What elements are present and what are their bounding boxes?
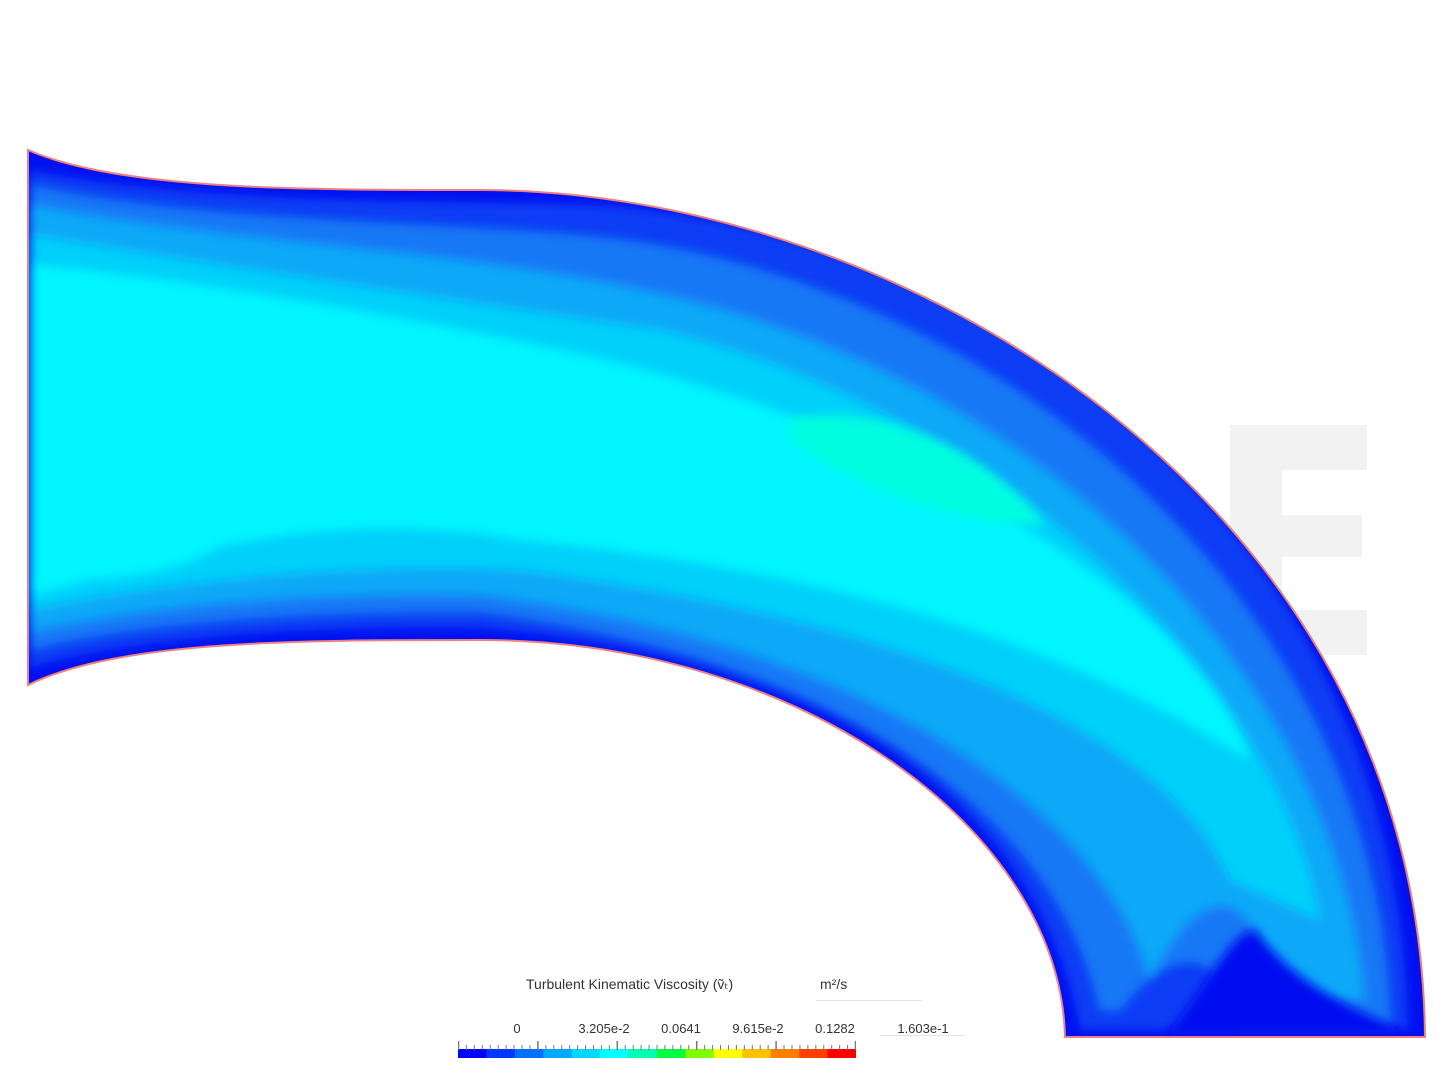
colorbar-segment: [486, 1049, 516, 1058]
colorbar-segment: [742, 1049, 772, 1058]
color-legend: Turbulent Kinematic Viscosity (ṽₜ) m²/s …: [440, 960, 1000, 1070]
colorbar-segment: [827, 1049, 856, 1058]
legend-tick-label: 0: [513, 1021, 521, 1036]
legend-tick-label: 0.1282: [815, 1021, 855, 1036]
duct-wall-outline: [27, 148, 1427, 1038]
legend-tick-label: 1.603e-1: [897, 1021, 949, 1036]
viscosity-contour-field: [28, 150, 1425, 1037]
colorbar-segment: [685, 1049, 715, 1058]
legend-units: m²/s: [820, 976, 848, 992]
colorbar-segment: [600, 1049, 630, 1058]
colorbar-segment: [713, 1049, 743, 1058]
legend-title: Turbulent Kinematic Viscosity (ṽₜ): [526, 976, 734, 992]
colorbar: [458, 1041, 856, 1058]
colorbar-segment: [770, 1049, 800, 1058]
colorbar-segment: [799, 1049, 829, 1058]
legend-tick-label: 9.615e-2: [732, 1021, 784, 1036]
legend-tick-label: 3.205e-2: [578, 1021, 630, 1036]
colorbar-segment: [543, 1049, 573, 1058]
colorbar-segment: [571, 1049, 601, 1058]
colorbar-segment: [514, 1049, 544, 1058]
colorbar-segment: [458, 1049, 487, 1058]
colorbar-segment: [657, 1049, 686, 1058]
legend-tick-label: 0.0641: [661, 1021, 701, 1036]
legend-units-underline: [816, 1000, 922, 1001]
legend-max-underline: [880, 1035, 964, 1036]
colorbar-segment: [628, 1049, 658, 1058]
